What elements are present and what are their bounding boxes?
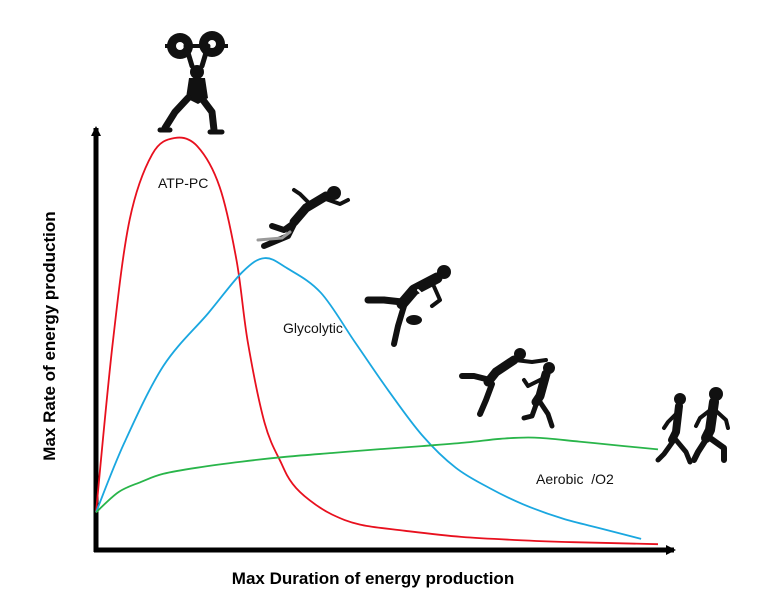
rugby-player-icon bbox=[364, 265, 451, 347]
runners-icon bbox=[655, 387, 730, 465]
series-layer bbox=[95, 136, 659, 546]
atp-pc-label: ATP-PC bbox=[158, 175, 208, 191]
aerobic-label: Aerobic /O2 bbox=[536, 471, 614, 487]
y-axis-title: Max Rate of energy production bbox=[40, 211, 59, 460]
series-line-atp-pc bbox=[95, 136, 659, 546]
sprinter-icon bbox=[256, 186, 350, 249]
series-line-glycolytic bbox=[95, 257, 642, 540]
series-line-aerobic-o2 bbox=[95, 436, 659, 514]
x-axis-title: Max Duration of energy production bbox=[232, 569, 514, 588]
weightlifter-icon bbox=[157, 31, 228, 135]
glycolytic-label: Glycolytic bbox=[283, 320, 343, 336]
footballers-icon bbox=[459, 348, 555, 429]
